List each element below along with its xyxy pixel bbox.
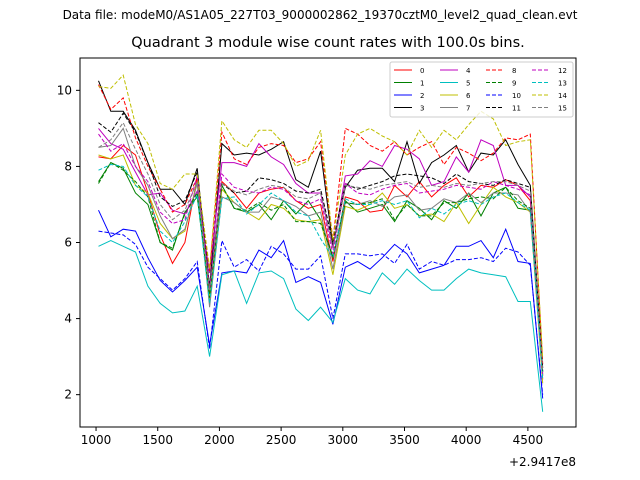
series-line-9 — [98, 161, 544, 374]
series-line-13 — [98, 163, 544, 380]
series-line-12 — [98, 133, 544, 374]
y-tick-label: 6 — [64, 236, 72, 250]
ticks-layer: 1000 1500 2000 2500 3000 3500 4000 4500 2 4 6 8 10 — [57, 83, 543, 447]
x-tick-label: 1000 — [81, 433, 112, 447]
x-tick-label: 3000 — [328, 433, 359, 447]
legend-label-11: 11 — [512, 105, 521, 113]
legend-label-8: 8 — [512, 67, 516, 75]
legend-label-10: 10 — [512, 92, 521, 100]
legend-label-12: 12 — [558, 67, 567, 75]
series-line-5 — [98, 240, 544, 412]
series-line-2 — [98, 209, 544, 399]
y-tick-label: 4 — [64, 312, 72, 326]
x-tick-label: 2000 — [204, 433, 235, 447]
legend-label-7: 7 — [466, 105, 470, 113]
x-tick-label: 4000 — [451, 433, 482, 447]
legend-label-14: 14 — [558, 92, 567, 100]
legend-label-2: 2 — [420, 92, 424, 100]
legend-box — [389, 61, 574, 118]
series-line-7 — [98, 127, 544, 376]
series-line-11 — [98, 112, 544, 372]
series-line-15 — [98, 121, 544, 372]
y-tick-label: 8 — [64, 159, 72, 173]
x-tick-label: 4500 — [513, 433, 544, 447]
series-line-8 — [98, 84, 544, 365]
legend-label-15: 15 — [558, 105, 567, 113]
series-line-0 — [98, 144, 544, 376]
y-tick-label: 10 — [57, 83, 72, 97]
legend-label-1: 1 — [420, 80, 424, 88]
legend-label-6: 6 — [466, 92, 471, 100]
series-layer — [98, 74, 544, 412]
series-line-14 — [98, 74, 544, 359]
legend-label-3: 3 — [420, 105, 424, 113]
data-file-label: Data file: modeM0/AS1A05_227T03_90000028… — [62, 8, 578, 22]
x-tick-label: 2500 — [266, 433, 297, 447]
legend-label-13: 13 — [558, 80, 567, 88]
y-tick-label: 2 — [64, 388, 72, 402]
legend-label-0: 0 — [420, 67, 424, 75]
x-tick-label: 3500 — [389, 433, 420, 447]
series-line-10 — [98, 230, 544, 395]
chart-title: Quadrant 3 module wise count rates with … — [131, 35, 525, 51]
x-offset-label: +2.9417e8 — [509, 455, 576, 469]
legend-label-4: 4 — [466, 67, 471, 75]
legend-label-9: 9 — [512, 80, 516, 88]
x-tick-label: 1500 — [142, 433, 173, 447]
legend-label-5: 5 — [466, 80, 470, 88]
series-line-4 — [98, 128, 544, 380]
